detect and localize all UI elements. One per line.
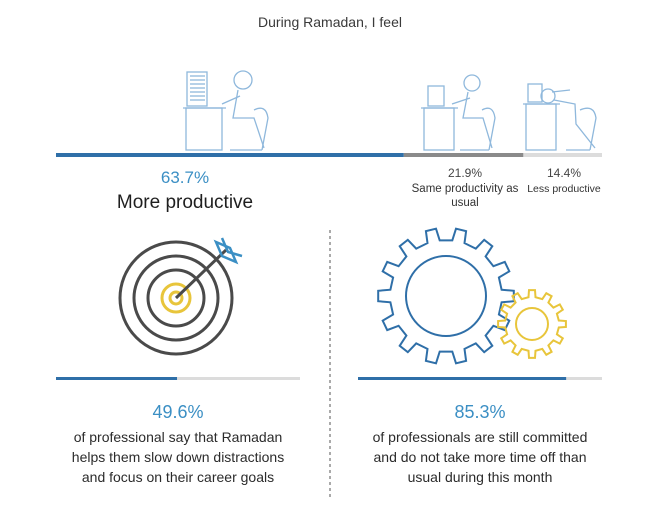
distractions-stat: 49.6% of professional say that Ramadan h… xyxy=(40,402,316,487)
less-productive-block: 14.4% Less productive xyxy=(516,166,612,196)
same-productivity-block: 21.9% Same productivity as usual xyxy=(400,166,530,210)
distractions-desc-line-1: of professional say that Ramadan xyxy=(73,429,283,445)
committed-progress-fill xyxy=(358,377,567,380)
more-productive-label: More productive xyxy=(116,192,254,213)
productive-worker-icon xyxy=(183,70,269,151)
committed-desc-line-2: and do not take more time off than xyxy=(373,449,587,465)
committed-desc-line-1: of professionals are still committed xyxy=(372,429,588,445)
less-productive-worker-icon xyxy=(523,83,597,151)
more-productive-value: 63.7% xyxy=(160,168,210,187)
small-gear xyxy=(497,289,567,359)
distractions-progress-fill xyxy=(56,377,178,380)
distractions-progress-track xyxy=(56,377,300,380)
bar-less-productive xyxy=(523,153,602,157)
progress-bar-committed xyxy=(358,377,602,380)
distractions-desc-line-2: helps them slow down distractions xyxy=(71,449,285,465)
committed-stat: 85.3% of professionals are still committ… xyxy=(340,402,620,487)
gears-icon xyxy=(377,227,567,365)
infographic-title: During Ramadan, I feel xyxy=(258,14,402,30)
committed-value: 85.3% xyxy=(454,402,506,422)
distractions-desc-line-3: and focus on their career goals xyxy=(81,469,275,485)
target-icon xyxy=(118,237,243,356)
bar-more-productive xyxy=(56,153,404,157)
small-gear-hub xyxy=(515,307,549,341)
less-productive-value: 14.4% xyxy=(546,166,582,180)
committed-desc-line-3: usual during this month xyxy=(407,469,553,485)
large-gear-hub xyxy=(405,255,487,337)
bar-same-productivity xyxy=(403,153,524,157)
large-gear xyxy=(377,227,515,365)
less-productive-label: Less productive xyxy=(527,183,601,195)
more-productive-block: 63.7% More productive xyxy=(90,168,280,214)
same-productivity-worker-icon xyxy=(421,74,496,151)
distractions-value: 49.6% xyxy=(152,402,204,422)
same-productivity-label: Same productivity as usual xyxy=(411,183,519,209)
same-productivity-value: 21.9% xyxy=(447,166,483,180)
progress-bar-distractions xyxy=(56,377,300,380)
